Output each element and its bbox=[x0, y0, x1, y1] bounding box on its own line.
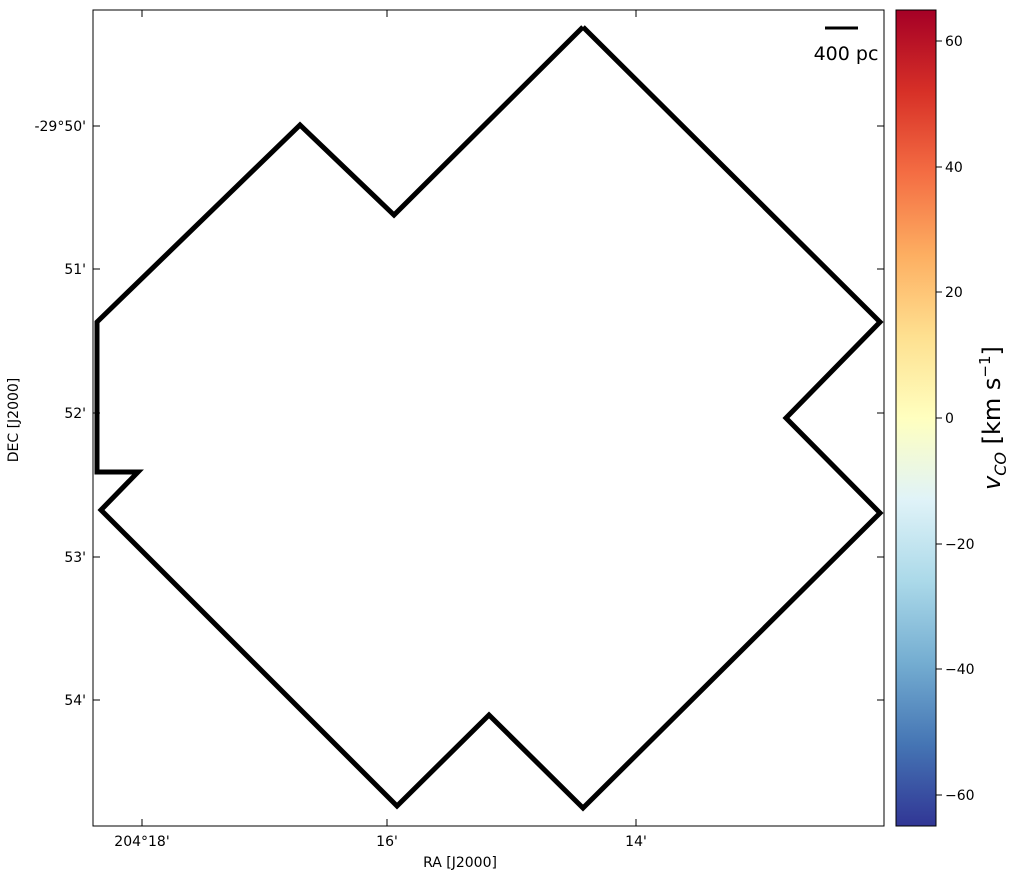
x-tick-label: 204°18' bbox=[114, 834, 169, 850]
y-tick-label: 52' bbox=[64, 406, 86, 422]
colorbar-tick-label: 0 bbox=[945, 411, 954, 427]
colorbar bbox=[895, 9, 937, 827]
colorbar-tick-label: 20 bbox=[945, 285, 963, 301]
y-tick-label: 53' bbox=[64, 550, 86, 566]
colorbar-tick-label: 40 bbox=[945, 160, 963, 176]
x-axis-label: RA [J2000] bbox=[423, 855, 497, 871]
x-ticks bbox=[141, 10, 637, 826]
y-tick-label: 54' bbox=[64, 693, 86, 709]
y-axis-label: DEC [J2000] bbox=[6, 378, 22, 463]
y-tick-label: 51' bbox=[64, 262, 86, 278]
velocity-map bbox=[93, 10, 884, 826]
colorbar-label: vCO [km s−1] bbox=[976, 346, 1010, 490]
colorbar-tick-label: −60 bbox=[945, 788, 975, 804]
colorbar-ticks bbox=[936, 40, 942, 796]
colorbar-tick-label: −20 bbox=[945, 537, 975, 553]
x-tick-label: 16' bbox=[376, 834, 398, 850]
footprint-outline bbox=[94, 25, 884, 812]
x-tick-label: 14' bbox=[625, 834, 647, 850]
masked-regions bbox=[93, 10, 884, 826]
y-ticks bbox=[93, 125, 884, 701]
colorbar-tick-label: 60 bbox=[945, 34, 963, 50]
y-tick-label: -29°50' bbox=[34, 119, 86, 135]
bar-orbit-inner bbox=[260, 276, 471, 732]
bar-orbit-outer bbox=[469, 133, 737, 537]
plot-frame bbox=[92, 9, 885, 827]
colorbar-tick-label: −40 bbox=[945, 662, 975, 678]
scalebar-label: 400 pc bbox=[814, 43, 879, 65]
